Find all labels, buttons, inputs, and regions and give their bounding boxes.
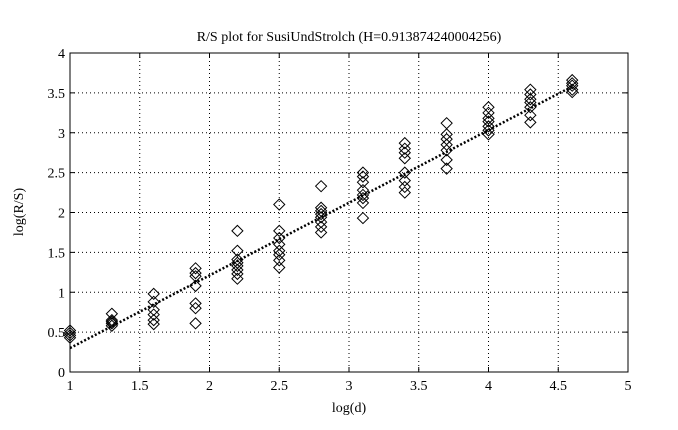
diamond-point — [147, 313, 160, 327]
diamond-point — [356, 196, 370, 210]
diamond-point — [105, 315, 119, 328]
diamond-point — [398, 142, 412, 155]
diamond-point — [314, 179, 328, 193]
diamond-point — [314, 226, 328, 239]
x-tick-label: 4 — [485, 379, 492, 394]
chart-title: R/S plot for SusiUndStrolch (H=0.9138742… — [197, 30, 502, 45]
y-tick-label: 0 — [58, 366, 65, 381]
y-tick-label: 2 — [58, 207, 65, 222]
x-tick-label: 3 — [346, 379, 353, 394]
diamond-point — [105, 313, 119, 327]
diamond-point — [524, 101, 537, 114]
diamond-point — [273, 261, 286, 274]
diamond-point — [440, 144, 453, 157]
diamond-point — [273, 254, 286, 267]
diamond-point — [565, 85, 579, 99]
diamond-point — [398, 186, 412, 199]
diamond-point — [231, 272, 244, 285]
y-tick-label: 2.5 — [48, 167, 66, 182]
x-axis-label: log(d) — [332, 401, 367, 416]
diamond-point — [273, 224, 286, 238]
diamond-point — [189, 279, 202, 293]
diamond-point — [356, 211, 370, 225]
diamond-point — [482, 101, 495, 114]
diamond-point — [565, 73, 579, 87]
diamond-point — [398, 180, 412, 194]
diamond-point — [273, 244, 286, 257]
diamond-point — [482, 106, 495, 120]
diamond-point — [398, 174, 412, 187]
diamond-point — [189, 297, 202, 310]
diamond-point — [398, 136, 412, 150]
x-tick-label: 3.5 — [410, 379, 428, 394]
diamond-point — [565, 79, 579, 92]
y-tick-label: 3 — [58, 127, 65, 142]
diamond-point — [273, 238, 286, 251]
diamond-point — [147, 287, 160, 301]
y-axis-label: log(R/S) — [12, 188, 27, 237]
diamond-point — [189, 301, 202, 315]
diamond-point — [440, 128, 453, 141]
x-tick-label: 1.5 — [131, 379, 149, 394]
diamond-point — [189, 317, 202, 330]
diamond-point — [231, 244, 244, 257]
diamond-point — [482, 120, 495, 133]
axis-ticks: 1 1.5 2 2.5 3 3.5 4 4.5 5 0 0.5 1 1.5 2 2.5 3 3.5 4 — [48, 47, 632, 394]
diamond-point — [147, 303, 160, 317]
diamond-point — [189, 262, 202, 275]
diamond-point — [440, 132, 453, 146]
y-tick-label: 3.5 — [48, 87, 66, 102]
diamond-point — [356, 166, 370, 179]
diamond-point — [398, 166, 412, 179]
diamond-point — [105, 307, 119, 320]
y-tick-label: 1 — [58, 286, 65, 301]
x-tick-label: 5 — [625, 379, 632, 394]
diamond-point — [314, 220, 328, 234]
diamond-point — [440, 162, 453, 175]
diamond-point — [231, 224, 244, 238]
diamond-point — [356, 183, 370, 197]
diamond-point — [189, 266, 202, 280]
x-tick-label: 2 — [206, 379, 213, 394]
diamond-point — [482, 112, 495, 125]
diamond-point — [147, 295, 160, 309]
y-tick-label: 4 — [58, 47, 65, 62]
diamond-point — [356, 175, 370, 189]
y-tick-label: 1.5 — [48, 246, 66, 261]
grid-lines — [70, 53, 628, 372]
diamond-point — [524, 93, 537, 106]
diamond-point — [273, 231, 286, 245]
diamond-point — [231, 253, 244, 266]
diamond-point — [440, 116, 453, 130]
diamond-point — [524, 83, 537, 96]
diamond-point — [356, 188, 370, 202]
diamond-point — [314, 201, 328, 214]
diamond-point — [524, 88, 537, 101]
diamond-point — [440, 153, 453, 167]
diamond-point — [273, 198, 286, 211]
x-tick-label: 1 — [67, 379, 74, 394]
diamond-point — [398, 152, 412, 165]
diamond-point — [147, 308, 160, 321]
diamond-point — [314, 215, 328, 229]
diamond-point — [440, 138, 453, 151]
x-tick-label: 2.5 — [271, 379, 289, 394]
diamond-point — [524, 108, 537, 122]
y-tick-label: 0.5 — [48, 326, 66, 341]
x-tick-label: 4.5 — [550, 379, 568, 394]
diamond-point — [524, 116, 537, 129]
